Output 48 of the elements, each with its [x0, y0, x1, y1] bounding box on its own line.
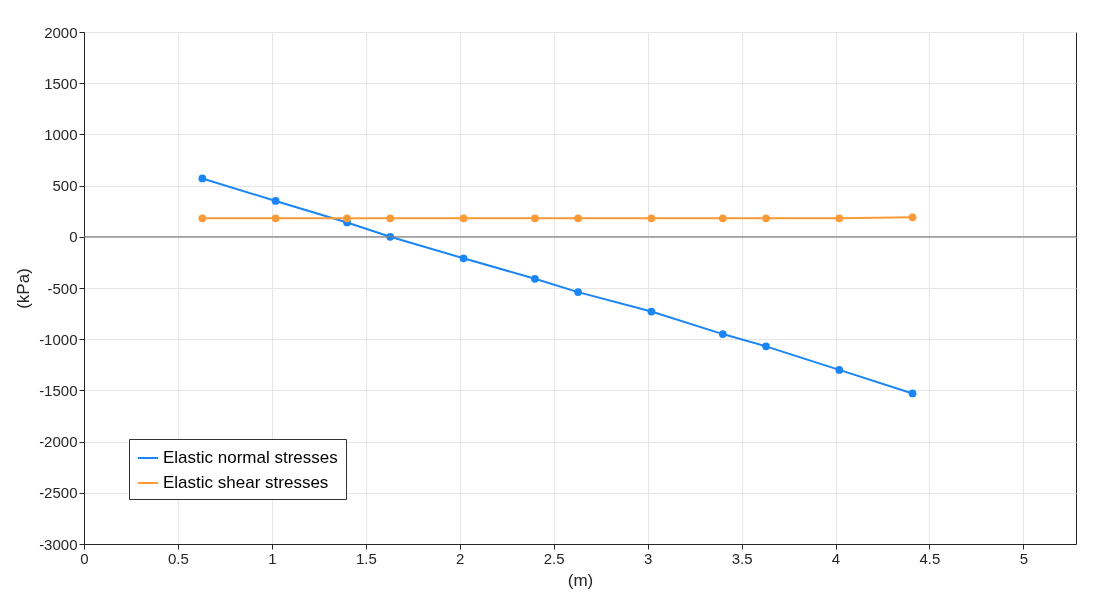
- x-axis-title: (m): [567, 570, 594, 590]
- point: [762, 342, 770, 351]
- point: [574, 214, 582, 223]
- x-tick-label: 0.5: [168, 549, 189, 567]
- point: [386, 214, 395, 223]
- point: [835, 366, 844, 374]
- x-tick-label: 4: [831, 549, 841, 567]
- point: [459, 254, 468, 263]
- point: [459, 214, 468, 223]
- point: [908, 213, 917, 222]
- point: [198, 174, 207, 183]
- point: [531, 214, 539, 223]
- y-tick-label: -2000: [39, 433, 78, 451]
- point: [835, 214, 844, 223]
- y-tick-label: -3000: [39, 535, 78, 553]
- legend-label: Elastic normal stresses: [163, 448, 338, 467]
- x-tick-label: 5: [1019, 549, 1029, 567]
- point: [718, 214, 727, 223]
- point: [647, 214, 656, 223]
- x-tick-label: 3.5: [731, 549, 753, 567]
- x-tick-label: 3: [643, 549, 653, 567]
- x-tick-label: 2.5: [543, 549, 565, 567]
- point: [647, 307, 656, 316]
- y-tick-label: 500: [52, 177, 78, 195]
- y-tick-label: 1000: [44, 125, 78, 143]
- y-tick-label: 1500: [44, 74, 78, 92]
- point: [271, 214, 280, 223]
- y-tick-label: -2500: [39, 484, 78, 502]
- x-tick-label: 0: [80, 549, 89, 567]
- point: [574, 288, 582, 296]
- point: [271, 197, 280, 205]
- y-tick-label: -1000: [39, 330, 78, 348]
- x-tick-label: 2: [456, 549, 465, 567]
- x-tick-label: 4.5: [919, 549, 941, 567]
- y-tick-label: 2000: [44, 23, 78, 41]
- point: [198, 214, 207, 223]
- x-tick-label: 1: [268, 549, 277, 567]
- y-tick-label: 0: [69, 228, 78, 246]
- x-tick-label: 1.5: [355, 549, 377, 567]
- legend-label: Elastic shear stresses: [163, 473, 329, 492]
- point: [531, 274, 539, 283]
- point: [762, 214, 770, 223]
- point: [718, 330, 727, 338]
- y-axis-title: (kPa): [14, 268, 34, 309]
- point: [343, 214, 351, 223]
- y-tick-label: -1500: [39, 381, 78, 399]
- y-tick-label: -500: [47, 279, 78, 297]
- point: [908, 389, 917, 398]
